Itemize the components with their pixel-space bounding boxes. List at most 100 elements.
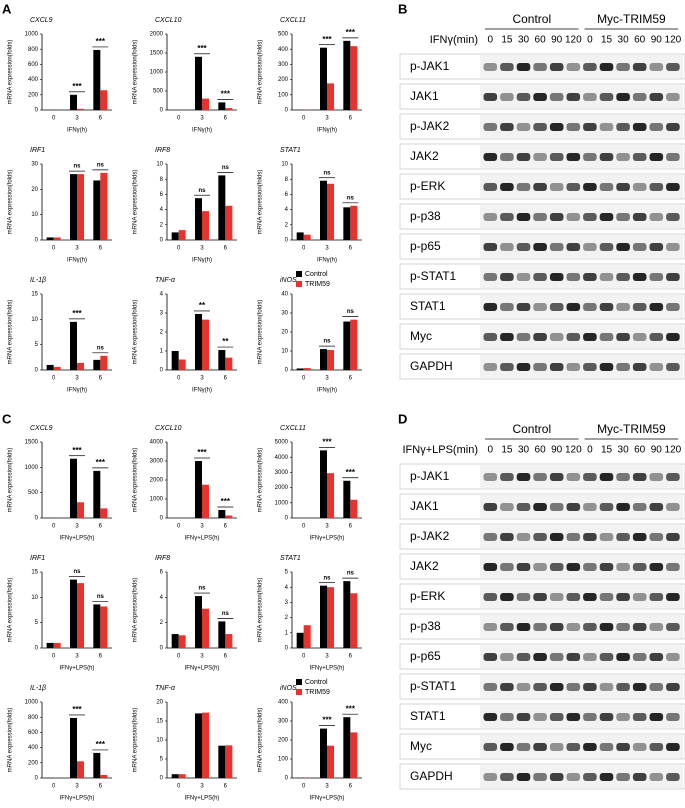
significance-label: ***: [346, 704, 356, 713]
row-label: JAK1: [410, 499, 439, 513]
time-label: 30: [618, 35, 630, 46]
bar: [70, 94, 77, 110]
y-tick-label: 1: [160, 349, 164, 355]
bar: [46, 642, 54, 648]
row-label: GAPDH: [410, 769, 453, 783]
bar: [225, 515, 233, 518]
significance-label: ***: [322, 437, 332, 446]
band: [666, 333, 680, 341]
y-tick-label: 10: [281, 162, 288, 168]
band: [599, 153, 614, 161]
y-tick-label: 3: [285, 600, 289, 606]
significance-label: ns: [222, 611, 230, 617]
y-tick-label: 500: [278, 32, 289, 38]
bar: [350, 319, 358, 370]
bar: [218, 175, 226, 240]
row-label: p-JAK1: [410, 469, 450, 483]
x-axis-label: IFNγ(h): [67, 128, 87, 134]
band: [616, 183, 630, 191]
y-tick-label: 200: [278, 77, 289, 83]
bar: [327, 587, 334, 648]
band: [666, 273, 680, 281]
band: [483, 713, 498, 721]
bar: [218, 510, 226, 518]
blot-strip: [480, 115, 684, 138]
row-label: Myc: [410, 329, 432, 343]
band: [549, 63, 564, 71]
bar: [343, 207, 351, 240]
legend-label: Control: [305, 271, 328, 278]
row-label: p-p65: [410, 649, 441, 663]
y-tick-label: 0: [35, 368, 39, 374]
band: [533, 303, 547, 311]
band: [566, 653, 581, 661]
bar: [320, 349, 327, 370]
band: [632, 363, 647, 371]
x-tick-label: 6: [99, 784, 103, 790]
x-tick-label: 0: [177, 246, 181, 252]
time-label: 15: [601, 445, 613, 456]
group-label: Control: [512, 12, 551, 26]
band: [583, 533, 597, 541]
band: [632, 63, 647, 71]
band: [533, 123, 547, 131]
significance-label: ***: [322, 35, 332, 44]
band: [566, 123, 581, 131]
significance-label: ***: [322, 716, 332, 725]
time-label: 90: [651, 445, 663, 456]
y-tick-label: 2: [160, 620, 164, 626]
band: [649, 653, 664, 661]
band: [649, 773, 664, 781]
significance-label: ***: [96, 458, 106, 467]
band: [533, 683, 547, 691]
row-label: p-JAK1: [410, 59, 450, 73]
band: [516, 243, 531, 251]
x-tick-label: 0: [302, 524, 306, 530]
bar: [350, 499, 358, 518]
y-tick-label: 6: [160, 570, 164, 576]
row-label: p-ERK: [410, 589, 445, 603]
bar: [93, 752, 101, 778]
y-tick-label: 0: [35, 646, 39, 652]
x-tick-label: 3: [200, 116, 204, 122]
y-tick-label: 4: [160, 207, 164, 213]
band: [632, 713, 647, 721]
band: [549, 363, 564, 371]
time-label: 60: [535, 35, 547, 46]
band: [632, 123, 647, 131]
x-axis-label: IFNγ(h): [317, 128, 337, 134]
band: [549, 683, 564, 691]
bar: [320, 728, 327, 778]
row-label: JAK2: [410, 149, 439, 163]
bar: [350, 205, 358, 240]
time-label: 60: [535, 445, 547, 456]
band: [583, 93, 597, 101]
x-tick-label: 6: [349, 376, 353, 382]
row-label: p-p65: [410, 239, 441, 253]
band: [632, 273, 647, 281]
significance-label: ***: [72, 705, 82, 714]
blot-strip: [480, 295, 684, 318]
band: [566, 593, 581, 601]
significance-label: ***: [346, 28, 356, 37]
band: [616, 563, 630, 571]
x-axis-label: IFNγ(h): [317, 258, 337, 264]
legend-label: Control: [305, 679, 328, 686]
band: [649, 713, 664, 721]
significance-label: ***: [96, 37, 106, 46]
band: [483, 303, 498, 311]
x-tick-label: 6: [224, 116, 228, 122]
y-tick-label: 2000: [275, 485, 289, 491]
bar: [171, 774, 179, 778]
band: [549, 473, 564, 481]
x-tick-label: 3: [200, 654, 204, 660]
x-tick-label: 6: [99, 116, 103, 122]
band: [566, 503, 581, 511]
band: [599, 713, 614, 721]
chart-title: CXCL9: [30, 17, 53, 24]
bar: [93, 470, 101, 518]
band: [516, 273, 531, 281]
band: [599, 563, 614, 571]
band: [533, 773, 547, 781]
x-tick-label: 6: [224, 784, 228, 790]
